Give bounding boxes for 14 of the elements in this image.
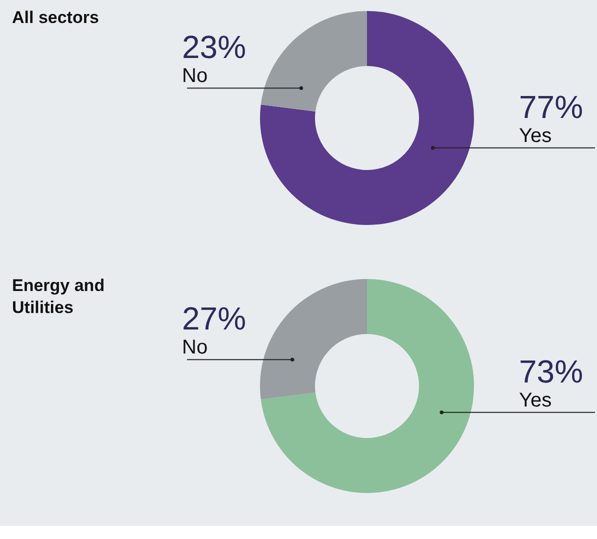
donut-slice xyxy=(260,279,367,400)
slice-label: No xyxy=(182,65,208,88)
data-label: 73% xyxy=(519,353,584,390)
chart-title: All sectors xyxy=(12,8,99,27)
donut-slice xyxy=(260,279,474,493)
donut-slice xyxy=(260,11,474,225)
data-label: 27% xyxy=(182,300,246,337)
donut-slice xyxy=(260,11,367,112)
text: Energy and Utilities xyxy=(12,276,105,317)
data-label: 23% xyxy=(182,29,246,66)
slice-label: Yes xyxy=(519,389,552,412)
data-label: 77% xyxy=(519,88,584,125)
slice-label: No xyxy=(182,336,208,359)
slice-label: Yes xyxy=(519,124,552,147)
